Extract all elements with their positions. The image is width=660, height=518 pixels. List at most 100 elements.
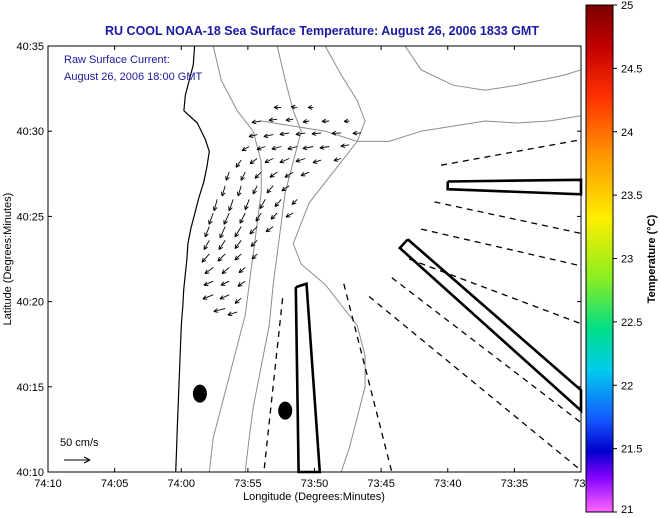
y-axis-ticks: 40:35 40:30 40:25 40:20 40:15 40:10	[16, 41, 581, 479]
current-vector-arrow	[269, 171, 278, 178]
current-vector-arrow	[263, 133, 274, 139]
current-vector-arrow	[312, 159, 322, 164]
coastline	[175, 45, 210, 473]
isobath-layer	[208, 45, 582, 473]
current-vector-arrow	[285, 117, 294, 123]
current-vector-arrow	[234, 253, 242, 261]
y-tick-label: 40:35	[16, 41, 44, 53]
colorbar-tick-label: 21.5	[621, 444, 642, 456]
current-vector-arrow	[234, 240, 242, 249]
current-vector-arrow	[249, 226, 258, 235]
colorbar-tick-label: 21	[621, 504, 633, 516]
current-vector-arrow	[284, 171, 294, 178]
current-vector-arrow	[281, 185, 290, 192]
current-vector-arrow	[204, 226, 210, 238]
current-vector-arrow	[291, 199, 298, 206]
current-vector-arrow	[270, 212, 278, 220]
colorbar-gradient	[585, 4, 614, 513]
x-tick-label: 74:05	[101, 478, 129, 490]
colorbar-tick-label: 24.5	[621, 63, 642, 75]
transect-dashed-line	[440, 139, 582, 166]
current-vector-arrow	[252, 185, 258, 195]
current-vector-arrow	[302, 119, 310, 124]
current-vector-arrow	[259, 199, 266, 210]
current-vector-arrow	[219, 226, 226, 239]
isobath-line	[261, 115, 582, 142]
scale-label: 50 cm/s	[60, 437, 99, 449]
transect-dashed-line	[391, 277, 582, 424]
scale-reference: 50 cm/s	[60, 437, 99, 464]
transect-dashed-line	[408, 258, 582, 325]
current-vector-arrow	[212, 199, 218, 212]
colorbar-ticks: 25 24.5 24 23.5 23 22.5 22 21.5 21	[613, 0, 642, 516]
current-vector-arrow	[238, 267, 246, 274]
x-tick-label: 73:40	[434, 478, 462, 490]
current-vector-arrow	[202, 294, 214, 300]
x-tick-label: 73:50	[301, 478, 329, 490]
current-vector-arrow	[234, 226, 242, 238]
current-vector-arrow	[255, 212, 262, 222]
current-vector-arrow	[220, 280, 230, 286]
current-vector-arrow	[287, 145, 298, 151]
mooring-marker	[278, 401, 293, 420]
colorbar-tick-label: 23	[621, 254, 633, 266]
current-vector-arrow	[340, 143, 350, 148]
colorbar-label: Temperature (°C)	[646, 214, 658, 303]
map-plot	[47, 45, 583, 474]
current-vector-arrow	[204, 267, 214, 275]
current-vector-arrow	[248, 133, 258, 139]
current-vector-arrow	[307, 104, 314, 110]
y-tick-label: 40:30	[16, 126, 44, 138]
colorbar-tick-label: 23.5	[621, 190, 642, 202]
current-vector-arrow	[203, 280, 214, 286]
x-axis-ticks: 74:10 74:05 74:00 73:55 73:50 73:45 73:40 73:35…	[34, 46, 595, 490]
current-vector-arrow	[273, 104, 282, 110]
current-vector-arrow	[240, 171, 246, 181]
current-vector-arrow	[220, 185, 226, 197]
isobath-line	[404, 45, 582, 91]
current-vector-arrow	[274, 199, 282, 208]
colorbar-tick-label: 22	[621, 380, 633, 392]
current-vector-arrow	[250, 239, 258, 247]
x-tick-label: 73:35	[501, 478, 529, 490]
scale-arrow-head	[83, 456, 91, 464]
current-vector-arrow	[228, 199, 234, 212]
current-vector-arrow	[279, 158, 290, 164]
marker-layer	[192, 384, 293, 420]
current-vector-arrow	[268, 117, 278, 123]
current-vector-arrow	[239, 212, 246, 224]
current-vector-arrow	[256, 146, 266, 151]
mooring-marker	[192, 384, 207, 403]
current-vector-arrow	[251, 253, 258, 260]
transect-dashed-line	[368, 295, 582, 471]
current-vector-arrow	[227, 311, 238, 317]
current-vector-arrow	[331, 130, 342, 136]
annotation-line-2: August 26, 2006 18:00 GMT	[64, 71, 202, 83]
isobath-line	[292, 45, 366, 473]
current-vector-arrow	[236, 185, 242, 197]
current-vector-arrow	[266, 185, 274, 194]
y-axis-label: Latitude (Degrees:Minutes)	[2, 193, 14, 326]
current-vector-layer	[201, 104, 362, 317]
current-vector-arrow	[241, 146, 250, 152]
current-vector-arrow	[302, 145, 314, 151]
current-vector-arrow	[235, 159, 242, 168]
y-tick-label: 40:20	[16, 297, 44, 309]
current-vector-arrow	[218, 240, 226, 250]
current-vector-arrow	[321, 118, 330, 124]
y-tick-label: 40:10	[16, 467, 44, 479]
x-tick-label: 74:10	[34, 478, 62, 490]
current-vector-arrow	[254, 171, 262, 179]
current-vector-arrow	[208, 212, 214, 225]
current-vector-arrow	[300, 171, 310, 177]
current-vector-arrow	[234, 297, 242, 304]
current-vector-arrow	[213, 307, 226, 313]
current-vector-arrow	[249, 158, 258, 165]
transect-dashed-line	[420, 228, 582, 267]
colorbar-tick-label: 24	[621, 127, 633, 139]
current-vector-arrow	[311, 131, 322, 136]
y-tick-label: 40:25	[16, 211, 44, 223]
isobath-line	[244, 45, 302, 473]
annotation-line-1: Raw Surface Current:	[64, 54, 170, 66]
